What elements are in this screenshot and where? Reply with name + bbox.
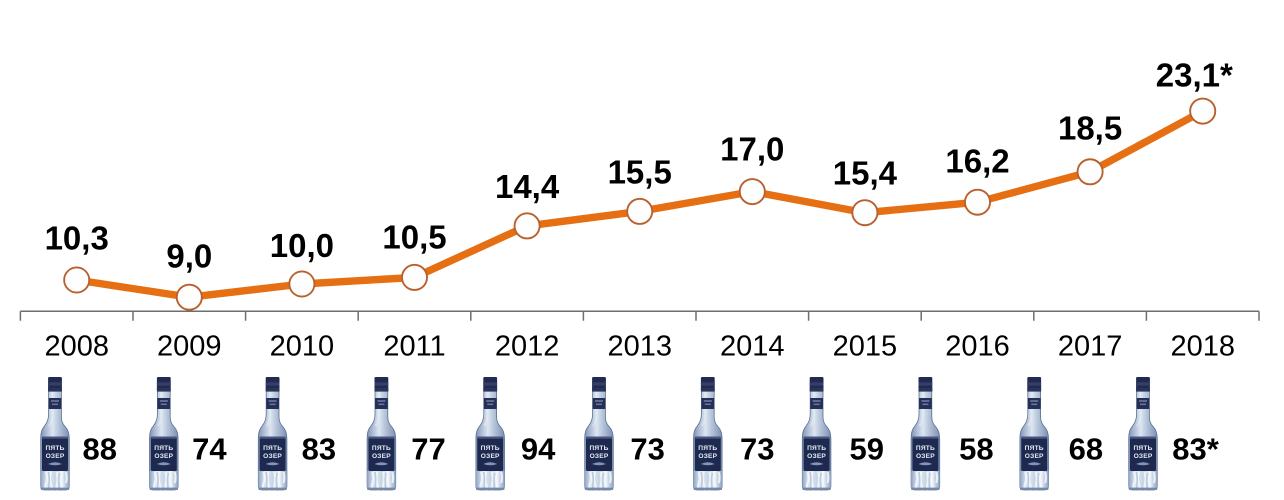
- svg-text:73: 73: [630, 432, 664, 467]
- svg-text:9,0: 9,0: [166, 238, 212, 275]
- svg-text:58: 58: [959, 432, 993, 467]
- svg-text:83: 83: [302, 432, 336, 467]
- svg-text:10,0: 10,0: [270, 227, 334, 264]
- svg-text:2018: 2018: [1170, 331, 1235, 363]
- svg-text:10,5: 10,5: [382, 219, 446, 256]
- svg-text:2009: 2009: [157, 331, 222, 363]
- svg-text:59: 59: [850, 432, 884, 467]
- svg-text:77: 77: [411, 432, 445, 467]
- svg-text:2014: 2014: [720, 331, 785, 363]
- svg-text:94: 94: [521, 432, 556, 467]
- svg-text:68: 68: [1069, 432, 1103, 467]
- svg-text:2011: 2011: [383, 331, 445, 363]
- svg-text:2016: 2016: [945, 331, 1010, 363]
- svg-text:74: 74: [192, 432, 227, 467]
- svg-text:73: 73: [740, 432, 774, 467]
- svg-text:2008: 2008: [44, 331, 109, 363]
- svg-text:2010: 2010: [270, 331, 335, 363]
- svg-text:88: 88: [83, 432, 117, 467]
- svg-text:14,4: 14,4: [495, 168, 560, 205]
- svg-text:2013: 2013: [607, 331, 672, 363]
- svg-text:83*: 83*: [1172, 432, 1219, 467]
- svg-text:15,4: 15,4: [833, 155, 898, 192]
- svg-text:2012: 2012: [495, 331, 560, 363]
- svg-text:18,5: 18,5: [1058, 110, 1122, 147]
- svg-text:17,0: 17,0: [720, 131, 784, 168]
- svg-text:16,2: 16,2: [945, 142, 1009, 179]
- svg-text:15,5: 15,5: [608, 154, 672, 191]
- svg-text:23,1*: 23,1*: [1156, 56, 1233, 93]
- svg-text:10,3: 10,3: [45, 220, 109, 257]
- svg-text:2015: 2015: [833, 331, 898, 363]
- svg-text:2017: 2017: [1058, 331, 1123, 363]
